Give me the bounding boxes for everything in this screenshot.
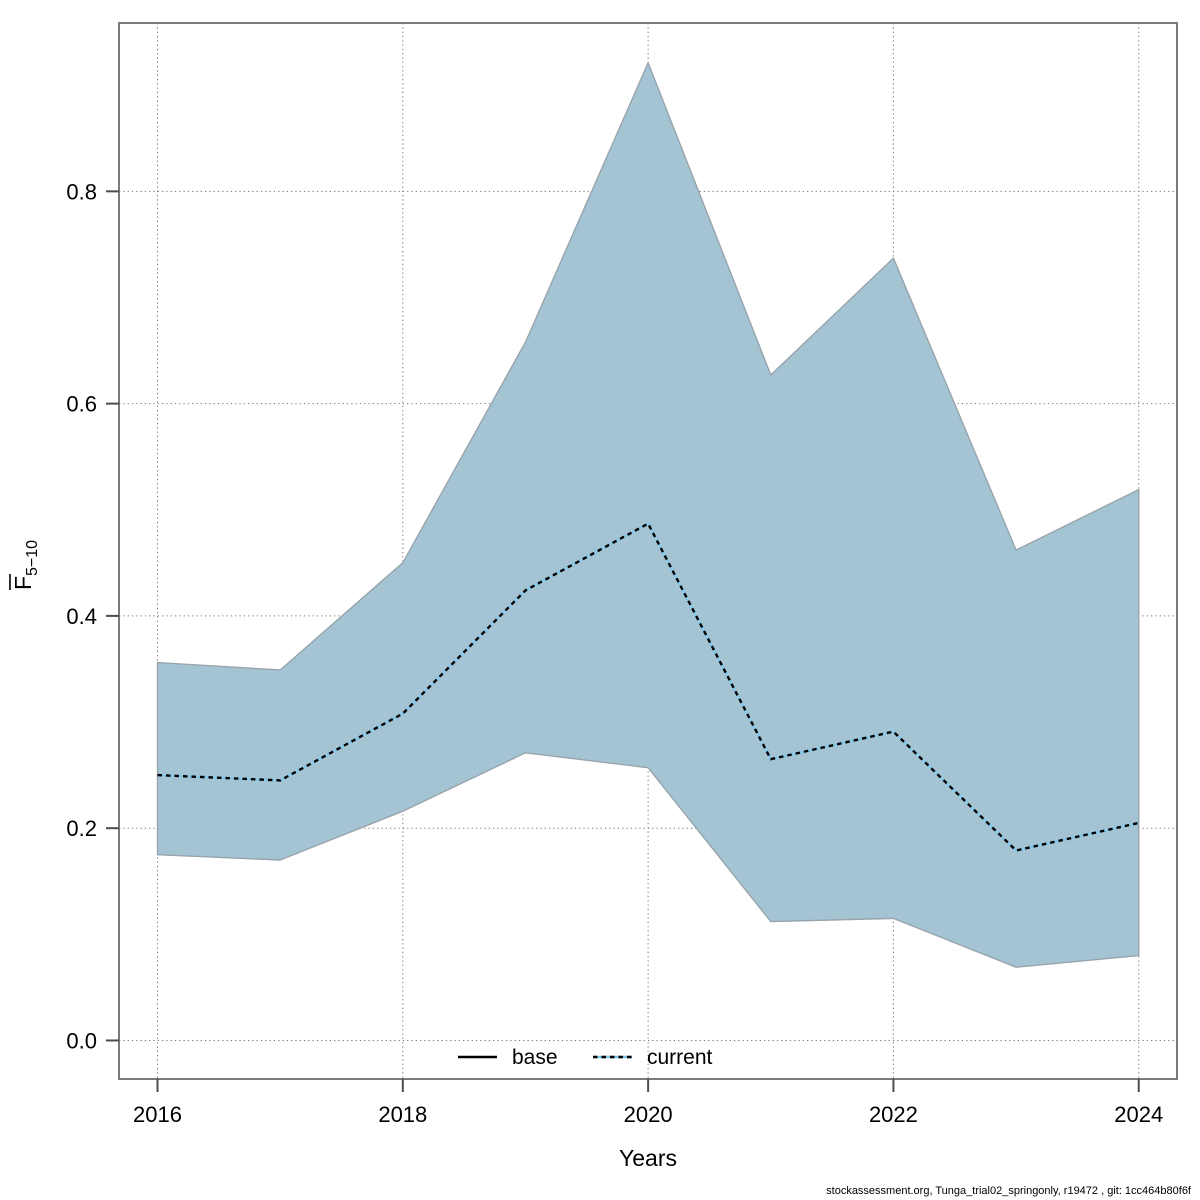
confidence-band [156,62,1140,968]
x-tick-label-2024: 2024 [1114,1102,1163,1127]
x-tick-label-2016: 2016 [133,1102,182,1127]
legend: base current [458,1046,713,1069]
footer-text: stockassessment.org, Tunga_trial02_sprin… [826,1185,1192,1197]
legend-base-label: base [512,1046,558,1069]
legend-current-label: current [647,1046,713,1069]
y-axis-label-subscript: 5−10 [24,540,41,576]
x-tick-label-2018: 2018 [378,1102,427,1127]
y-tick-label-0.2: 0.2 [66,816,97,841]
y-axis-label-base: F [10,576,36,590]
svg-text:F5−10: F5−10 [10,540,41,590]
y-tick-label-0.4: 0.4 [66,604,97,629]
x-tick-label-2020: 2020 [624,1102,673,1127]
y-tick-labels: 0.0 0.2 0.4 0.6 0.8 [66,179,97,1053]
x-tick-label-2022: 2022 [869,1102,918,1127]
x-tick-labels: 2016 2018 2020 2022 2024 [133,1102,1163,1127]
y-tick-label-0.6: 0.6 [66,392,97,417]
axis-ticks [106,190,1140,1092]
x-axis-label: Years [619,1145,677,1171]
y-tick-label-0.0: 0.0 [66,1028,97,1053]
y-tick-label-0.8: 0.8 [66,179,97,204]
current-line [157,522,1139,852]
y-axis-label: F5−10 [9,540,41,590]
